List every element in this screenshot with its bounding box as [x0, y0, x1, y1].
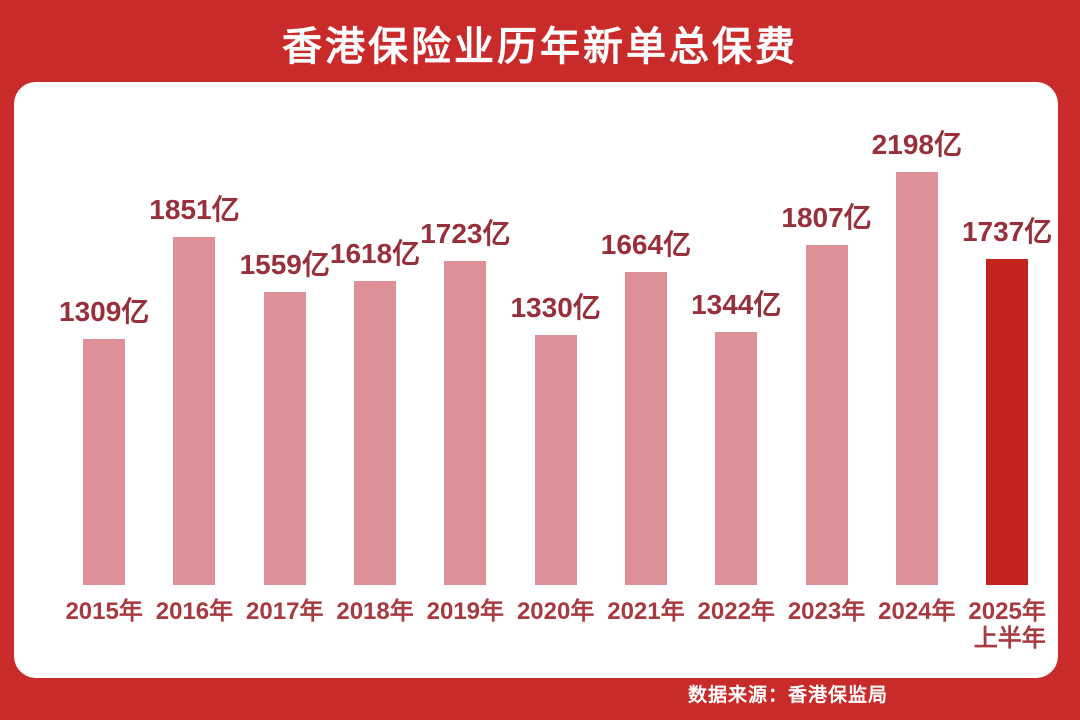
bar-value-label: 1330亿 [510, 292, 601, 323]
bar [715, 332, 758, 585]
bar-column-8: 1344亿 2022年 [691, 283, 781, 656]
bar-chart: 1309亿 2015年 1851亿 2016年 1559亿 2017年 1618亿 2018年… [59, 123, 1052, 656]
year-axis-label: 2025年 上半年 [968, 598, 1046, 652]
bar-value-label: 1737亿 [961, 216, 1053, 247]
bar [83, 339, 126, 585]
bar-value-label: 2198亿 [871, 129, 962, 160]
bar-column-11: 1737亿 2025年 上半年 [962, 210, 1052, 656]
bar-column-4: 1618亿 2018年 [330, 232, 420, 656]
bar-value-label: 1723亿 [420, 218, 511, 249]
bar-value-label: 1664亿 [600, 229, 692, 260]
bar [624, 272, 667, 585]
bar-column-10: 2198亿 2024年 [872, 123, 962, 656]
bar-column-9: 1807亿 2023年 [781, 196, 871, 656]
year-axis-label: 2021年 [607, 598, 685, 625]
bar-column-7: 1664亿 2021年 [601, 223, 691, 656]
bar-column-1: 1309亿 2015年 [59, 290, 149, 656]
bar [354, 281, 397, 585]
bar-column-5: 1723亿 2019年 [420, 212, 510, 656]
year-axis-label: 2015年 [65, 598, 143, 625]
bar [534, 335, 577, 585]
year-axis-sublabel: 上半年 [973, 625, 1046, 652]
data-source-label: 数据来源：香港保监局 [687, 685, 888, 706]
bar-value-label: 1344亿 [691, 289, 782, 320]
year-axis-label: 2024年 [878, 598, 956, 625]
bar-column-6: 1330亿 2020年 [510, 286, 600, 656]
bar-value-label: 1309亿 [59, 296, 150, 327]
bar-value-label: 1807亿 [781, 202, 872, 233]
year-axis-label: 2016年 [155, 598, 234, 625]
bar [805, 245, 848, 585]
bar [444, 261, 487, 585]
year-axis-label: 2017年 [246, 598, 324, 625]
year-axis-label: 2019年 [426, 598, 505, 625]
year-axis-label: 2018年 [336, 598, 414, 625]
bar-value-label: 1559亿 [239, 249, 330, 280]
chart-card: 1309亿 2015年 1851亿 2016年 1559亿 2017年 1618亿 2018年… [14, 82, 1058, 678]
page-title: 香港保险业历年新单总保费 [282, 25, 798, 69]
bar-highlighted [986, 259, 1029, 585]
year-axis-label: 2020年 [516, 598, 595, 625]
bar [173, 237, 216, 585]
bar [895, 172, 938, 585]
bar-column-3: 1559亿 2017年 [240, 243, 330, 656]
bar [263, 292, 306, 585]
year-axis-label: 2023年 [787, 598, 866, 625]
year-axis-label: 2022年 [697, 598, 775, 625]
bar-column-2: 1851亿 2016年 [149, 188, 239, 656]
bar-value-label: 1851亿 [149, 194, 240, 225]
bar-value-label: 1618亿 [329, 238, 421, 269]
